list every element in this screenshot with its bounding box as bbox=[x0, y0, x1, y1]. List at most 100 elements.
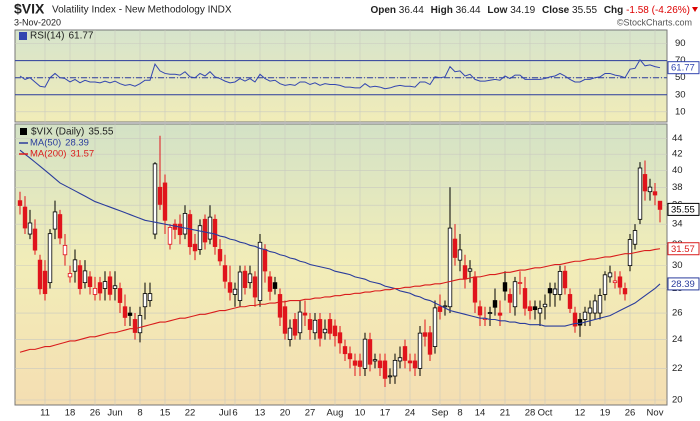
moving-average bbox=[19, 149, 661, 327]
last-value-label: 35.55 bbox=[671, 204, 695, 215]
candle-body bbox=[382, 360, 388, 379]
candle-body bbox=[142, 293, 148, 308]
value: (-4.26%) bbox=[652, 5, 690, 16]
candle-body bbox=[637, 167, 643, 220]
candle-body bbox=[47, 233, 53, 284]
y-tick-label: 34 bbox=[672, 219, 683, 230]
candle-body bbox=[317, 319, 323, 339]
candle-body bbox=[477, 306, 483, 316]
candle-body bbox=[292, 319, 298, 336]
candle-body bbox=[32, 228, 38, 251]
x-tick-label: 8 bbox=[457, 408, 462, 419]
value: 36.44 bbox=[456, 5, 481, 16]
candle-body bbox=[77, 265, 83, 290]
candle-body bbox=[362, 338, 368, 369]
value: 36.44 bbox=[399, 5, 424, 16]
candle-body bbox=[277, 294, 283, 318]
candle-body bbox=[652, 191, 658, 196]
candle-body bbox=[597, 295, 603, 314]
candle-body bbox=[467, 268, 473, 272]
candle-body bbox=[282, 306, 288, 334]
candle-body bbox=[412, 360, 418, 369]
candle-body bbox=[17, 200, 23, 206]
plot-layer: 10 30 50 70 90 RSI(14) 61.77 61.77 20 22 24 26 28 30 3… bbox=[14, 29, 700, 419]
candle-body bbox=[307, 319, 313, 330]
y-tick-label: 50 bbox=[675, 72, 686, 83]
candle-body bbox=[232, 288, 238, 295]
last-value-label: 31.57 bbox=[671, 244, 695, 255]
x-tick-label: 26 bbox=[625, 408, 636, 419]
candle-body bbox=[517, 282, 523, 284]
candle-body bbox=[207, 216, 213, 240]
candle-body bbox=[42, 270, 48, 295]
candle-body bbox=[212, 218, 218, 247]
candle-body bbox=[627, 239, 633, 267]
candle-body bbox=[582, 311, 588, 320]
candle-body bbox=[97, 282, 103, 294]
x-tick-label: 18 bbox=[65, 408, 76, 419]
candle-body bbox=[507, 294, 513, 303]
candle-body bbox=[377, 360, 383, 369]
x-tick-label: 6 bbox=[232, 408, 237, 419]
y-tick-label: 90 bbox=[675, 38, 686, 49]
candle-body bbox=[302, 312, 308, 316]
candle-body bbox=[337, 332, 343, 344]
candle-body bbox=[502, 282, 508, 292]
candle-body bbox=[607, 272, 613, 278]
candle-body bbox=[37, 259, 43, 290]
y-tick-label: 20 bbox=[672, 395, 683, 406]
legend-swatch bbox=[19, 32, 27, 40]
down-arrow bbox=[692, 7, 698, 12]
x-tick-label: 17 bbox=[380, 408, 391, 419]
last-value-box bbox=[667, 277, 700, 291]
x-tick-label: 28 bbox=[525, 408, 536, 419]
candle-body bbox=[287, 327, 293, 340]
candle-body bbox=[462, 265, 468, 280]
candle-body bbox=[522, 288, 528, 309]
last-value-box bbox=[667, 61, 700, 75]
y-tick-label: 44 bbox=[672, 133, 683, 144]
y-tick-label: 24 bbox=[672, 334, 683, 345]
candle-body bbox=[442, 305, 448, 308]
y-tick-label: 42 bbox=[672, 149, 683, 160]
candle-body bbox=[392, 359, 398, 377]
candle-body bbox=[107, 276, 113, 295]
candle-body bbox=[567, 294, 573, 309]
x-tick-label: 19 bbox=[600, 408, 611, 419]
candle-body bbox=[372, 359, 378, 362]
last-value-label: 28.39 bbox=[671, 279, 695, 290]
legend-value: 35.55 bbox=[88, 127, 113, 138]
candle-body bbox=[452, 238, 458, 258]
candle-body bbox=[237, 271, 243, 301]
candle-body bbox=[72, 259, 78, 272]
candle-body bbox=[297, 311, 303, 334]
legend-label: $VIX (Daily) bbox=[31, 127, 84, 138]
x-tick-label: Jun bbox=[107, 408, 122, 419]
candle-body bbox=[427, 332, 433, 355]
value: 34.19 bbox=[510, 5, 535, 16]
label: Low bbox=[487, 5, 507, 16]
candle-body bbox=[592, 300, 598, 314]
candle-body bbox=[117, 288, 123, 303]
candle-body bbox=[192, 243, 198, 252]
x-tick-label: 27 bbox=[305, 408, 316, 419]
legend-value: 61.77 bbox=[68, 31, 93, 42]
candle-body bbox=[432, 307, 438, 347]
candle-body bbox=[127, 312, 133, 316]
candle-body bbox=[162, 182, 168, 221]
x-tick-label: 22 bbox=[185, 408, 196, 419]
candle-body bbox=[242, 270, 248, 288]
candle-body bbox=[562, 270, 568, 289]
candle-body bbox=[67, 273, 73, 278]
ohlc-summary: Open 36.44 High 36.44 Low 34.19 Close 35… bbox=[370, 5, 690, 16]
candle-body bbox=[87, 276, 93, 288]
candle-body bbox=[402, 346, 408, 361]
rsi-panel bbox=[14, 29, 668, 123]
candle-body bbox=[622, 288, 628, 295]
candle-body bbox=[182, 213, 188, 235]
candle-body bbox=[62, 244, 68, 256]
last-value-box bbox=[667, 242, 700, 256]
x-tick-label: 11 bbox=[40, 408, 50, 419]
candle-body bbox=[472, 276, 478, 303]
